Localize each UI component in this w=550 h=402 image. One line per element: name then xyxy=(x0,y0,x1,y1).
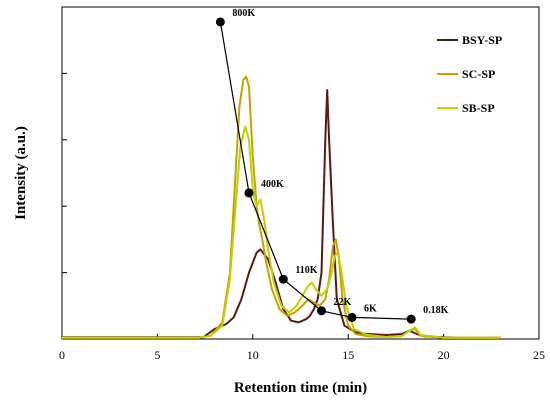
x-tick-label: 0 xyxy=(59,348,65,362)
standard-label: 22K xyxy=(333,297,351,308)
legend: BSY-SP SC-SP SB-SP xyxy=(437,33,502,115)
x-tick-label: 25 xyxy=(533,348,545,362)
molecular-weight-standards: 800K 400K 110K 22K 6K 0.18K xyxy=(215,8,449,324)
series-line-bsy-sp xyxy=(62,89,501,339)
x-tick-label: 10 xyxy=(247,348,259,362)
standard-label: 0.18K xyxy=(423,305,449,316)
series-line-sc-sp xyxy=(62,75,501,339)
y-axis-title: Intensity (a.u.) xyxy=(13,126,29,220)
standard-label: 6K xyxy=(364,303,377,314)
standard-label: 400K xyxy=(261,179,284,190)
x-axis-ticks: 0 5 10 15 20 25 xyxy=(59,334,545,362)
standard-marker xyxy=(406,314,416,324)
standard-marker xyxy=(215,17,225,27)
legend-label: SC-SP xyxy=(462,67,495,81)
legend-label: BSY-SP xyxy=(462,33,502,47)
plot-frame xyxy=(61,6,540,340)
standard-marker xyxy=(316,306,326,316)
standard-label: 800K xyxy=(232,8,255,19)
x-tick-label: 5 xyxy=(154,348,160,362)
x-tick-label: 15 xyxy=(342,348,354,362)
standard-marker xyxy=(347,312,357,322)
standard-marker xyxy=(278,274,288,284)
standard-label: 110K xyxy=(295,265,317,276)
series-lines xyxy=(62,75,501,339)
legend-label: SB-SP xyxy=(462,101,495,115)
standard-marker xyxy=(244,188,254,198)
y-axis-ticks xyxy=(62,6,67,340)
standards-line xyxy=(219,21,412,320)
plot-border xyxy=(61,6,540,340)
x-axis-title: Retention time (min) xyxy=(234,380,367,396)
x-tick-label: 20 xyxy=(438,348,450,362)
